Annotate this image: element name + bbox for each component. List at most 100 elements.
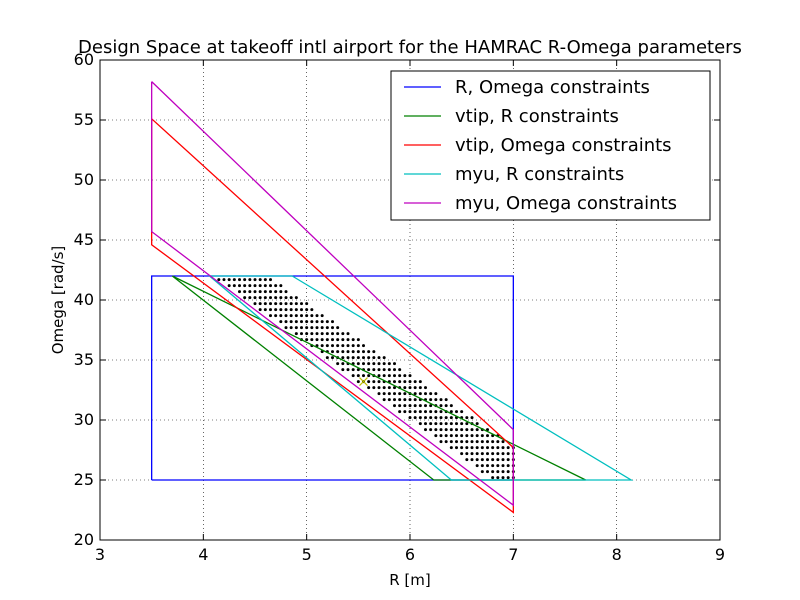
feasible-point [434,434,438,438]
x-tick-label: 8 [612,545,622,564]
feasible-point [346,356,350,360]
feasible-point [418,386,422,390]
feasible-point [372,368,376,372]
y-tick-label: 20 [74,530,94,549]
feasible-point [444,422,448,426]
feasible-point [341,368,345,372]
feasible-point [320,326,324,330]
feasible-point [377,380,381,384]
feasible-point [382,368,386,372]
feasible-point [269,302,272,306]
feasible-point [351,344,355,348]
feasible-point [393,368,396,372]
feasible-point [289,308,293,312]
feasible-point [429,398,433,402]
feasible-point [413,380,417,384]
feasible-point [289,302,293,306]
feasible-point [367,380,371,384]
feasible-point [310,320,314,324]
feasible-point [279,320,283,324]
feasible-point [336,362,340,366]
feasible-point [300,332,303,336]
feasible-point [393,386,396,390]
feasible-point [346,332,350,336]
feasible-point [294,314,298,318]
feasible-point [284,302,288,306]
feasible-point [315,338,319,342]
feasible-point [325,356,329,360]
feasible-point [403,410,407,414]
feasible-point [367,362,371,366]
feasible-point [362,356,365,360]
y-tick-label: 50 [74,170,94,189]
feasible-point [486,458,489,462]
feasible-point [315,332,319,336]
feasible-point [455,440,458,444]
feasible-point [284,326,288,330]
feasible-point [434,422,438,426]
feasible-point [408,404,412,408]
design-point-layer [359,377,368,387]
feasible-point [315,314,319,318]
feasible-point [320,320,324,324]
feasible-point [377,386,381,390]
feasible-point [480,464,484,468]
feasible-point [455,446,458,450]
feasible-point [486,440,489,444]
feasible-point [393,392,396,396]
feasible-point [387,386,391,390]
feasible-point [480,446,484,450]
feasible-point [434,392,438,396]
feasible-point [475,464,479,468]
feasible-point [480,458,484,462]
feasible-point [300,326,303,330]
feasible-point [294,320,298,324]
feasible-point [258,308,262,312]
feasible-point [253,290,257,294]
feasible-point [341,332,345,336]
feasible-point [356,338,360,342]
feasible-point [434,398,438,402]
feasible-point [300,308,303,312]
feasible-point [475,452,479,456]
feasible-point [294,332,298,336]
feasible-point [398,410,402,414]
feasible-point [356,356,360,360]
feasible-point [434,428,438,432]
feasible-point [351,368,355,372]
feasible-point [506,464,510,468]
feasible-point [491,446,495,450]
feasible-point [418,422,422,426]
x-tick-label: 5 [302,545,312,564]
feasible-point [501,458,505,462]
feasible-point [501,476,505,480]
feasible-point [424,416,427,420]
feasible-point [269,284,272,288]
feasible-point [413,398,417,402]
feasible-point [232,278,236,282]
feasible-point [238,284,241,288]
feasible-point [439,422,443,426]
feasible-point [305,302,309,306]
feasible-point [413,386,417,390]
feasible-point [341,356,345,360]
feasible-point [300,320,303,324]
feasible-point [310,308,314,312]
feasible-point [475,458,479,462]
feasible-point [449,410,453,414]
feasible-point [444,428,448,432]
feasible-point [444,404,448,408]
feasible-point [408,386,412,390]
feasible-point [403,386,407,390]
series-line-5 [151,81,514,507]
feasible-point [465,458,469,462]
feasible-point [439,410,443,414]
feasible-point [269,314,272,318]
feasible-point [232,284,236,288]
legend-entry-3: vtip, Omega constraints [455,135,672,156]
feasible-point [413,392,417,396]
feasible-point [238,278,241,282]
feasible-point [258,284,262,288]
feasible-point [320,344,324,348]
